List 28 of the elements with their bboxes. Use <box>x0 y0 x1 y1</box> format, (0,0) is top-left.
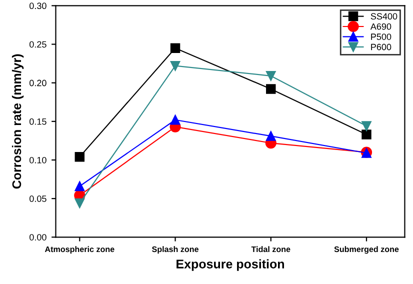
y-tick-label: 0.15 <box>30 118 46 125</box>
point <box>362 130 372 140</box>
x-axis-title: Exposure position <box>176 259 284 271</box>
y-tick-label: 0.05 <box>30 196 46 202</box>
point <box>74 181 85 192</box>
point <box>74 152 85 162</box>
point <box>266 131 276 141</box>
point <box>74 198 85 208</box>
x-tick-label: Submerged zone <box>334 246 399 254</box>
y-tick-label: 0.30 <box>30 2 46 10</box>
x-tick-label: Tidal zone <box>251 246 290 252</box>
legend-label: P500 <box>371 34 392 40</box>
y-tick-label: 0.25 <box>30 41 46 48</box>
legend-label: P600 <box>371 44 392 50</box>
y-axis-title: Corrosion rate (mm/yr) <box>12 54 24 189</box>
point <box>266 84 276 94</box>
point <box>362 121 372 131</box>
point <box>170 61 180 71</box>
legend-label: SS400 <box>370 13 398 20</box>
x-tick-label: Splash zone <box>152 246 198 254</box>
y-tick-label: 0.10 <box>30 156 46 164</box>
y-tick-label: 0.20 <box>30 80 46 86</box>
point <box>170 43 180 53</box>
point <box>266 71 276 81</box>
x-tick-label: Atmospheric zone <box>44 246 114 254</box>
y-tick-label: 0.00 <box>30 234 46 240</box>
legend-label: A690 <box>370 23 392 30</box>
point <box>170 115 180 125</box>
